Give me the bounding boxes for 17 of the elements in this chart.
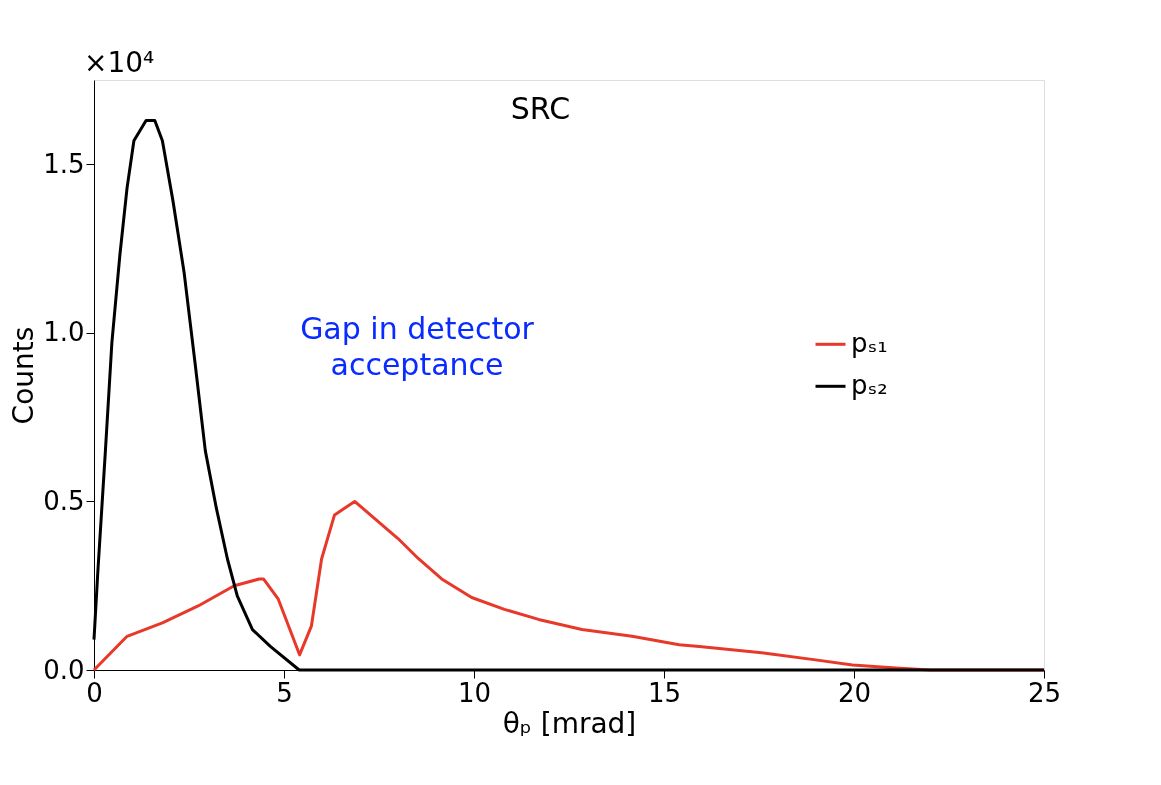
x-tick-label: 10 xyxy=(457,677,492,708)
annotation: Gap in detector acceptance xyxy=(300,311,535,382)
legend-label: pₛ₂ xyxy=(851,370,888,401)
x-tick-label: 5 xyxy=(276,677,293,708)
x-tick-label: 15 xyxy=(647,677,682,708)
y-tick-label: 1.5 xyxy=(43,148,85,179)
x-axis-title: θₚ [mrad] xyxy=(502,706,637,740)
x-tick-label: 20 xyxy=(837,677,872,708)
y-axis-title: Counts xyxy=(7,326,41,425)
chart-title: SRC xyxy=(510,91,571,126)
x-tick-label: 0 xyxy=(86,677,103,708)
text: ×10⁴ xyxy=(84,46,155,79)
x-tick-label: 25 xyxy=(1027,677,1062,708)
y-tick-label: 1.0 xyxy=(43,317,85,348)
y-tick-label: 0.0 xyxy=(43,654,85,685)
y-tick-label: 0.5 xyxy=(43,485,85,516)
legend-label: pₛ₁ xyxy=(851,328,888,359)
